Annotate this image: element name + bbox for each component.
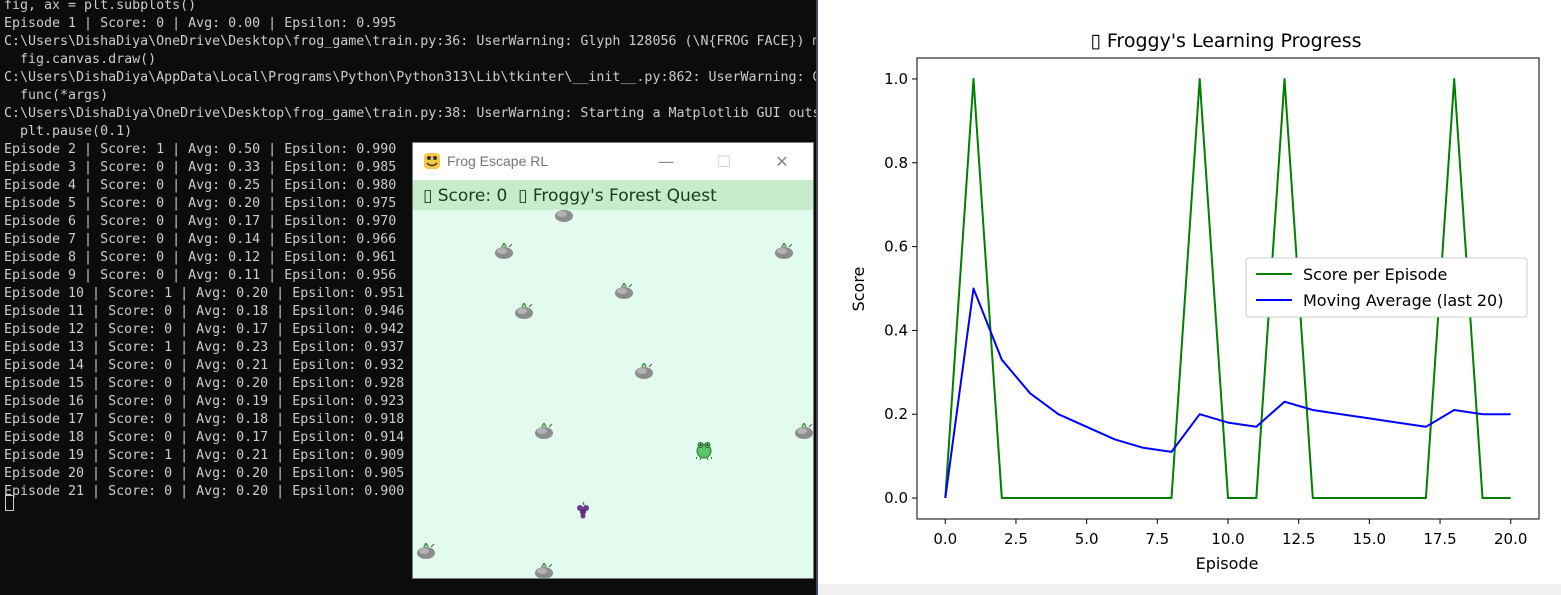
series-line-moving-average (944, 287, 1511, 499)
chart-window[interactable]: ▯ Froggy's Learning Progress 0.0 0.2 0.4 0.… (816, 0, 1561, 595)
chart-legend: Score per Episode Moving Average (last 2… (1245, 257, 1528, 318)
x-tick-label: 12.5 (1282, 530, 1315, 548)
window-border (816, 0, 818, 595)
terminal-line: Episode 18 | Score: 0 | Avg: 0.17 | Epsi… (4, 430, 405, 445)
y-axis-label: Score (849, 267, 868, 312)
x-tick-label: 2.5 (1004, 530, 1028, 548)
legend-box (1245, 257, 1528, 318)
terminal-line: fig, ax = plt.subplots() (4, 0, 197, 13)
grape-berry-icon (577, 501, 589, 519)
terminal-line: C:\Users\DishaDiya\OneDrive\Desktop\frog… (4, 34, 816, 49)
rock-icon (535, 423, 553, 439)
minimize-button[interactable]: — (643, 143, 689, 180)
rock-icon (775, 243, 793, 259)
legend-label-moving-average: Moving Average (last 20) (1303, 291, 1503, 310)
rock-icon (535, 563, 553, 578)
game-hud-bar: ▯ Score: 0 ▯ Froggy's Forest Quest (413, 180, 813, 210)
terminal-cursor (5, 495, 14, 511)
x-tick-label: 5.0 (1075, 530, 1099, 548)
rock-icon (795, 423, 813, 439)
terminal-line: Episode 10 | Score: 1 | Avg: 0.20 | Epsi… (4, 286, 405, 301)
rock-icon (495, 243, 513, 259)
terminal-line: Episode 3 | Score: 0 | Avg: 0.33 | Epsil… (4, 160, 397, 175)
hud-score-text: ▯ Score: 0 ▯ Froggy's Forest Quest (423, 186, 717, 206)
frog-icon (695, 442, 713, 460)
terminal-line: fig.canvas.draw() (4, 52, 157, 67)
legend-label-score: Score per Episode (1303, 265, 1447, 284)
x-tick-label: 0.0 (933, 530, 957, 548)
x-tick-label: 20.0 (1494, 530, 1527, 548)
rock-icon (417, 543, 435, 559)
terminal-line: Episode 7 | Score: 0 | Avg: 0.14 | Epsil… (4, 232, 397, 247)
terminal-line: Episode 12 | Score: 0 | Avg: 0.17 | Epsi… (4, 322, 405, 337)
chart-toolbar (818, 584, 1561, 595)
close-button[interactable]: ✕ (759, 143, 805, 180)
terminal-line: Episode 8 | Score: 0 | Avg: 0.12 | Epsil… (4, 250, 397, 265)
chart-title: ▯ Froggy's Learning Progress (1090, 30, 1361, 52)
terminal-line: plt.pause(0.1) (4, 124, 133, 139)
terminal-line: Episode 14 | Score: 0 | Avg: 0.21 | Epsi… (4, 358, 405, 373)
maximize-icon: ☐ (716, 152, 732, 171)
terminal-line: C:\Users\DishaDiya\OneDrive\Desktop\frog… (4, 106, 816, 121)
rock-icon (615, 283, 633, 299)
terminal-line: Episode 16 | Score: 0 | Avg: 0.19 | Epsi… (4, 394, 405, 409)
rock-icon (555, 210, 573, 222)
maximize-button[interactable]: ☐ (701, 143, 747, 180)
terminal-line: Episode 5 | Score: 0 | Avg: 0.20 | Epsil… (4, 196, 397, 211)
game-titlebar[interactable]: Frog Escape RL — ☐ ✕ (413, 143, 813, 180)
series-group (944, 78, 1511, 499)
y-tick-label: 0.0 (884, 489, 908, 507)
rock-icon (515, 303, 533, 319)
series-line-score (944, 78, 1511, 499)
rock-icon (635, 363, 653, 379)
terminal-line: C:\Users\DishaDiya\AppData\Local\Program… (4, 70, 816, 85)
x-tick-label: 10.0 (1211, 530, 1244, 548)
x-axis-label: Episode (1196, 554, 1259, 573)
y-tick-label: 0.4 (884, 321, 908, 339)
terminal-line: Episode 1 | Score: 0 | Avg: 0.00 | Epsil… (4, 16, 397, 31)
terminal-line: Episode 2 | Score: 1 | Avg: 0.50 | Epsil… (4, 142, 397, 157)
terminal-line: Episode 15 | Score: 0 | Avg: 0.20 | Epsi… (4, 376, 405, 391)
x-tick-label: 15.0 (1353, 530, 1386, 548)
y-tick-label: 0.6 (884, 238, 908, 256)
x-axis: 0.0 2.5 5.0 7.5 10.0 12.5 15.0 17.5 20.0 (933, 519, 1527, 548)
minimize-icon: — (658, 152, 674, 171)
game-window-title: Frog Escape RL (447, 153, 549, 169)
chart-canvas: ▯ Froggy's Learning Progress 0.00.20.40.… (849, 30, 1540, 573)
y-tick-label: 0.2 (884, 405, 908, 423)
terminal-line: Episode 9 | Score: 0 | Avg: 0.11 | Epsil… (4, 268, 397, 283)
terminal-line: Episode 21 | Score: 0 | Avg: 0.20 | Epsi… (4, 484, 405, 499)
terminal-line: Episode 4 | Score: 0 | Avg: 0.25 | Epsil… (4, 178, 397, 193)
terminal-line: func(*args) (4, 88, 109, 103)
game-window[interactable]: Frog Escape RL — ☐ ✕ ▯ Score: 0 ▯ Froggy… (412, 142, 814, 579)
game-playfield[interactable] (413, 210, 813, 578)
close-icon: ✕ (775, 152, 789, 171)
terminal-line: Episode 11 | Score: 0 | Avg: 0.18 | Epsi… (4, 304, 405, 319)
terminal-line: Episode 13 | Score: 1 | Avg: 0.23 | Epsi… (4, 340, 405, 355)
y-tick-label: 1.0 (884, 70, 908, 88)
terminal-line: Episode 6 | Score: 0 | Avg: 0.17 | Epsil… (4, 214, 397, 229)
terminal-line: Episode 20 | Score: 0 | Avg: 0.20 | Epsi… (4, 466, 405, 481)
python-snake-icon (424, 153, 440, 169)
terminal-output: fig, ax = plt.subplots() Episode 1 | Scor… (4, 0, 816, 501)
y-tick-label: 0.8 (884, 154, 908, 172)
terminal-line: Episode 17 | Score: 0 | Avg: 0.18 | Epsi… (4, 412, 405, 427)
terminal-line: Episode 19 | Score: 1 | Avg: 0.21 | Epsi… (4, 448, 405, 463)
x-tick-label: 17.5 (1423, 530, 1456, 548)
y-axis: 0.0 0.2 0.4 0.6 0.8 1.0 (884, 70, 917, 507)
x-tick-label: 7.5 (1145, 530, 1169, 548)
